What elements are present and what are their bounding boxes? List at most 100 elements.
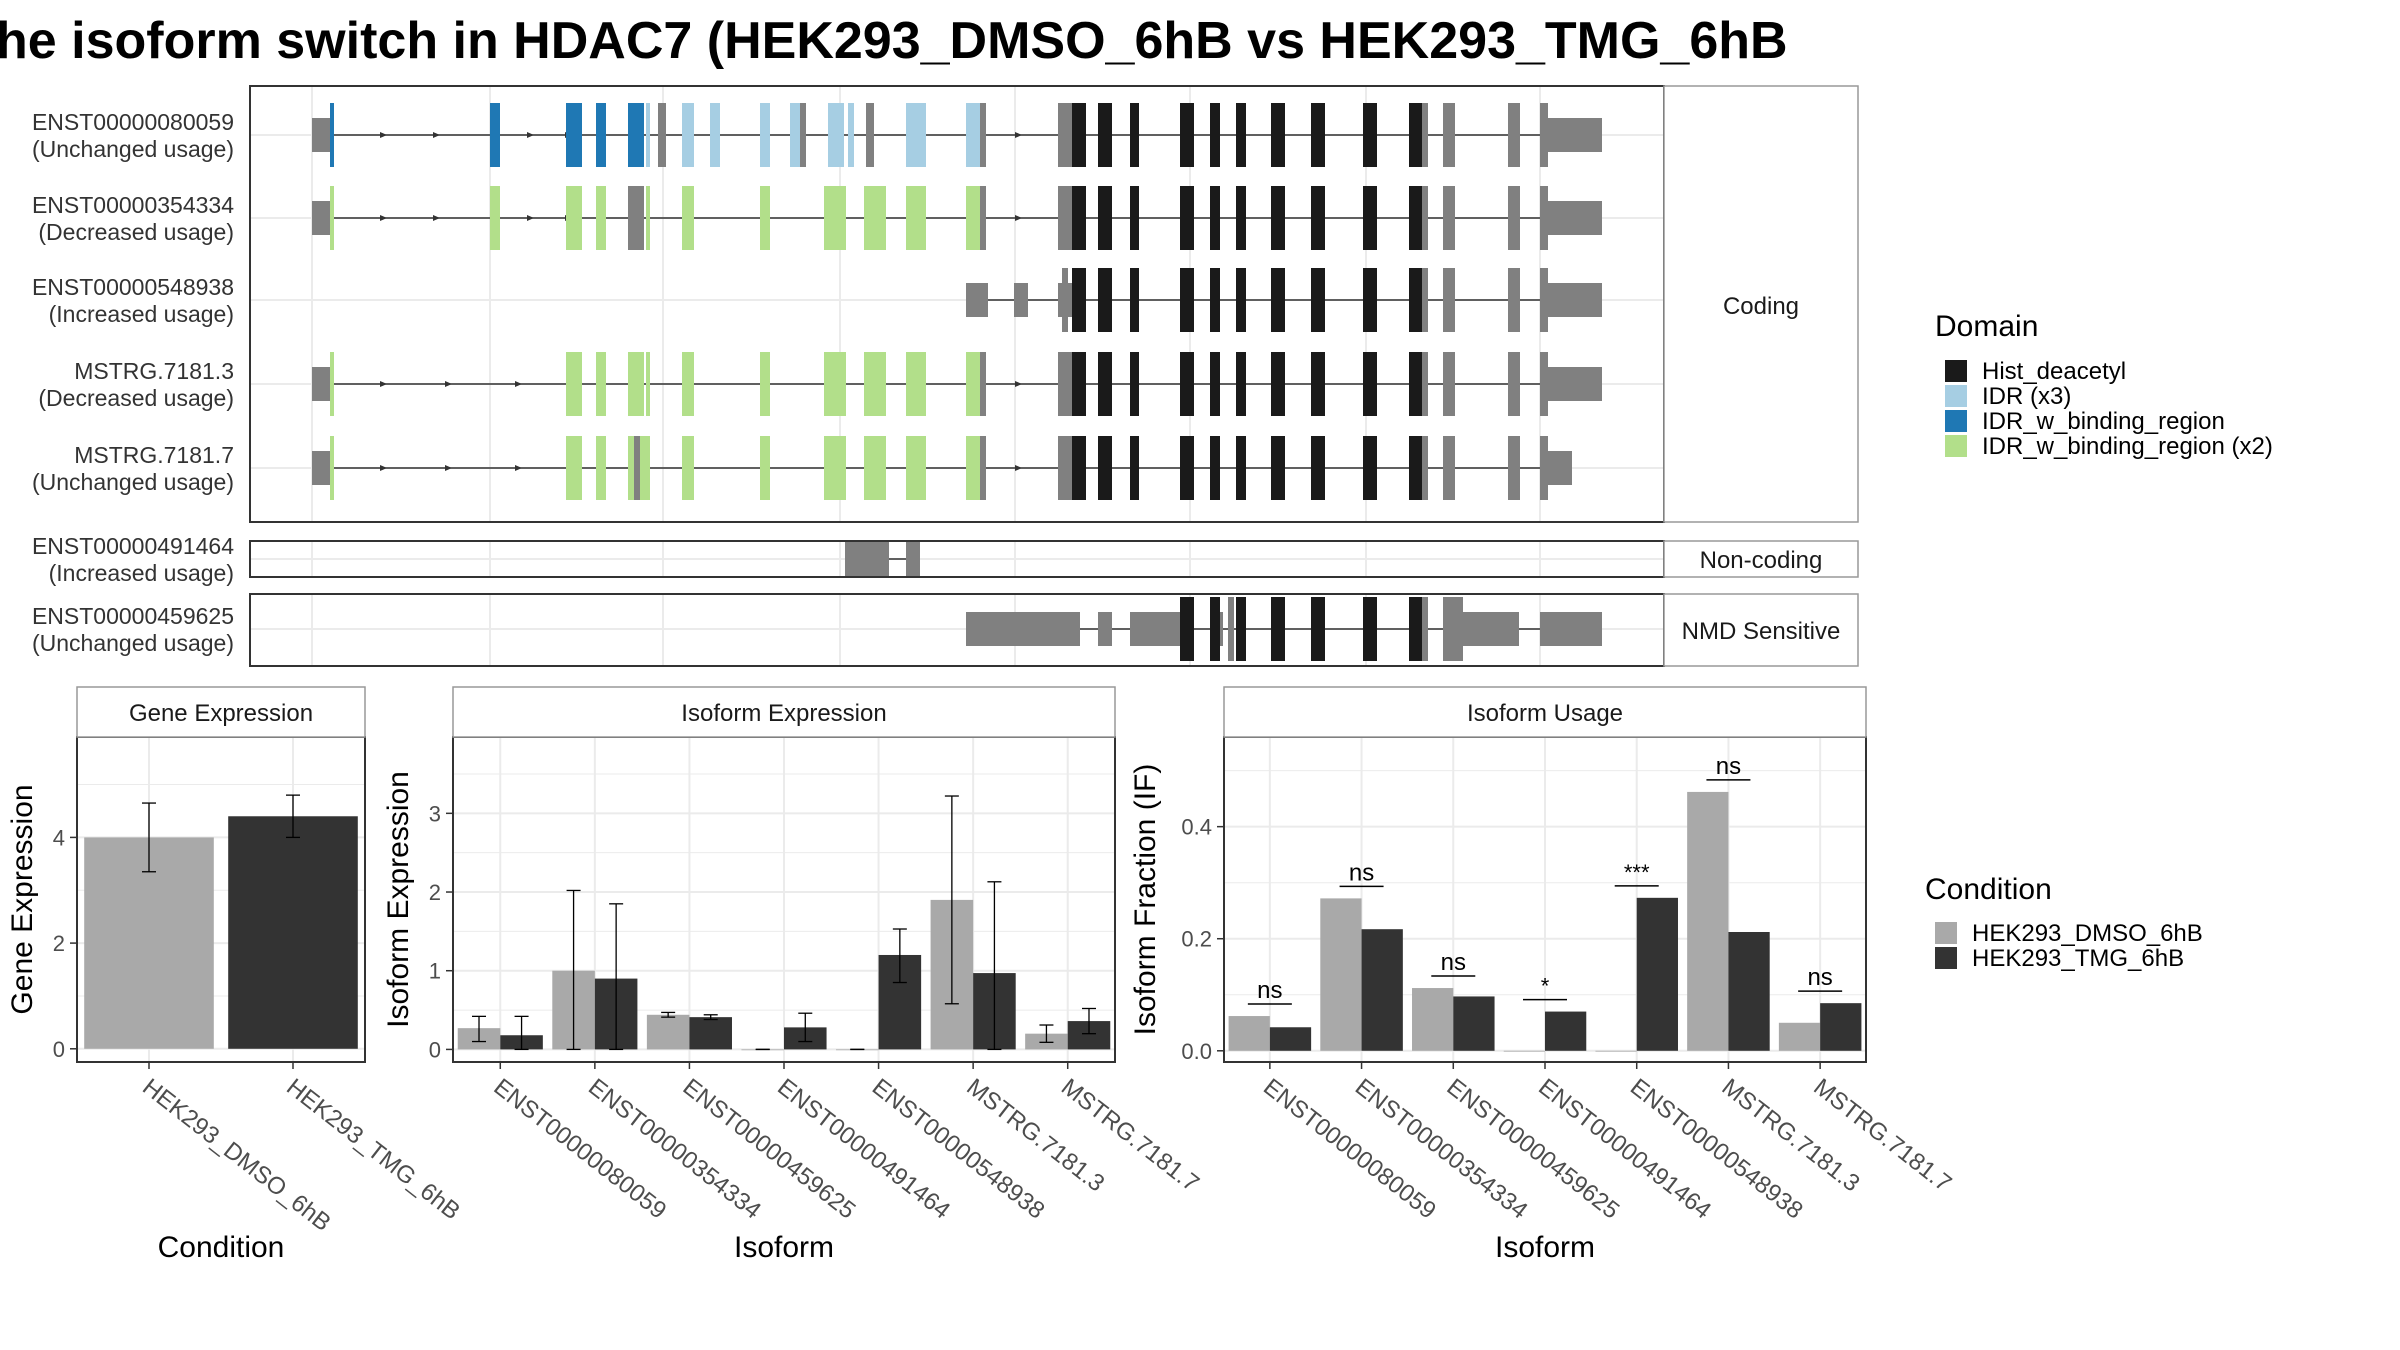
exon — [646, 352, 650, 416]
exon — [628, 186, 644, 250]
exon — [1271, 597, 1285, 661]
exon — [1363, 268, 1377, 332]
exon — [1098, 268, 1112, 332]
exon — [906, 103, 926, 167]
exon — [1130, 186, 1139, 250]
exon — [1180, 597, 1194, 661]
exon — [1072, 352, 1086, 416]
exon — [1072, 186, 1086, 250]
exon — [1546, 118, 1602, 152]
exon — [596, 352, 606, 416]
panel-title: Isoform Usage — [1467, 700, 1623, 727]
exon — [1271, 186, 1285, 250]
exon — [1180, 186, 1194, 250]
exon — [330, 352, 334, 416]
exon — [906, 436, 926, 500]
y-tick-label: 0 — [429, 1037, 441, 1062]
exon — [1130, 352, 1139, 416]
exon — [658, 103, 666, 167]
exon — [490, 186, 500, 250]
exon — [980, 352, 986, 416]
exon — [1271, 103, 1285, 167]
bar — [1269, 1027, 1312, 1051]
exon — [760, 103, 770, 167]
noncoding-strip — [1663, 540, 1859, 578]
domain-legend-label: IDR_w_binding_region — [1982, 408, 2225, 435]
exon — [906, 186, 926, 250]
exon — [866, 103, 874, 167]
exon — [1540, 436, 1548, 500]
condition-legend-title: Condition — [1925, 873, 2052, 906]
exon — [1508, 436, 1520, 500]
direction-arrow — [433, 215, 440, 221]
exon — [1130, 268, 1139, 332]
transcript-id-label: ENST00000354334 — [32, 192, 234, 218]
exon — [596, 186, 606, 250]
exon — [1422, 103, 1428, 167]
exon — [1271, 436, 1285, 500]
transcript-id-label: ENST00000548938 — [32, 274, 234, 300]
exon — [1072, 436, 1086, 500]
group-label-coding: Coding — [1723, 293, 1799, 320]
exon — [1236, 352, 1246, 416]
exon — [800, 103, 806, 167]
direction-arrow — [1015, 381, 1022, 387]
x-axis-title: Isoform — [734, 1231, 834, 1264]
group-label-nmd: NMD Sensitive — [1682, 618, 1841, 645]
bar — [228, 816, 358, 1049]
exon — [710, 103, 720, 167]
y-tick-label: 0 — [53, 1037, 65, 1062]
exon — [848, 103, 854, 167]
transcript-id-label: ENST00000459625 — [32, 603, 234, 629]
significance-label: * — [1541, 974, 1550, 999]
direction-arrow — [527, 132, 534, 138]
exon — [1443, 352, 1455, 416]
exon — [1463, 612, 1519, 646]
exon — [682, 436, 694, 500]
exon — [1546, 367, 1602, 401]
exon — [1072, 268, 1086, 332]
transcript-id-label: ENST00000491464 — [32, 533, 234, 559]
exon — [1210, 103, 1220, 167]
exon — [1098, 612, 1112, 646]
condition-legend-label: HEK293_DMSO_6hB — [1972, 920, 2203, 947]
exon — [1422, 186, 1428, 250]
direction-arrow — [380, 132, 387, 138]
transcript-id-label: ENST00000080059 — [32, 109, 234, 135]
x-tick-label: ENST00000491464 — [1533, 1073, 1716, 1224]
bar — [1820, 1003, 1862, 1051]
exon — [966, 352, 984, 416]
exon — [1236, 436, 1246, 500]
transcript-labels: ENST00000080059(Unchanged usage) ENST0000… — [32, 109, 234, 656]
exon — [1098, 436, 1112, 500]
exon — [1236, 186, 1246, 250]
domain-legend-title: Domain — [1935, 310, 2038, 343]
transcript-id-label: MSTRG.7181.7 — [74, 442, 234, 468]
exon — [1180, 103, 1194, 167]
exon — [1546, 283, 1602, 317]
exon — [1058, 352, 1072, 416]
direction-arrow — [527, 215, 534, 221]
exon — [1409, 436, 1423, 500]
condition-legend-label: HEK293_TMG_6hB — [1972, 945, 2184, 972]
significance-label: *** — [1624, 860, 1650, 885]
direction-arrow — [1015, 465, 1022, 471]
exon — [1508, 103, 1520, 167]
direction-arrow — [445, 465, 452, 471]
exon — [1210, 186, 1220, 250]
exon — [1058, 103, 1072, 167]
exon — [330, 186, 334, 250]
transcript-usage-label: (Unchanged usage) — [32, 136, 234, 162]
exon — [1311, 597, 1325, 661]
x-axis-title: Condition — [158, 1231, 285, 1264]
exon — [824, 186, 846, 250]
exon — [1443, 186, 1455, 250]
exon — [864, 186, 886, 250]
panel-strip — [1223, 686, 1867, 738]
direction-arrow — [380, 215, 387, 221]
exon — [980, 186, 986, 250]
exon — [312, 118, 334, 152]
bar — [689, 1017, 732, 1050]
